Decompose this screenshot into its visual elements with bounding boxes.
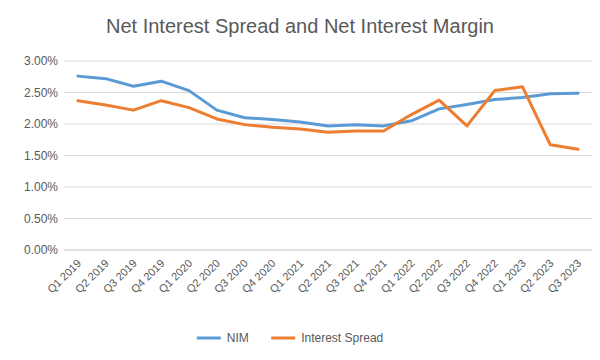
plot-area (78, 76, 578, 149)
y-tick-label: 0.00% (24, 243, 58, 257)
series-line (78, 76, 578, 126)
x-tick-label: Q3 2023 (545, 257, 583, 295)
background (0, 0, 600, 360)
legend-swatch (271, 337, 295, 340)
x-axis-line (64, 250, 592, 251)
y-tick-label: 1.00% (24, 180, 58, 194)
grid-line (64, 61, 592, 62)
grid-line (64, 155, 592, 156)
y-tick-label: 3.00% (24, 54, 58, 68)
grid-line (64, 250, 592, 251)
grid-line (64, 218, 592, 219)
y-tick-label: 0.50% (24, 212, 58, 226)
chart: Net Interest Spread and Net Interest Mar… (0, 0, 600, 360)
grid-line (64, 92, 592, 93)
legend-label: Interest Spread (301, 331, 383, 345)
y-tick-label: 2.50% (24, 86, 58, 100)
legend-swatch (197, 337, 221, 340)
grid-line (64, 124, 592, 125)
legend-label: NIM (227, 331, 249, 345)
title: Net Interest Spread and Net Interest Mar… (106, 15, 494, 37)
y-tick-label: 2.00% (24, 117, 58, 131)
grid-line (64, 187, 592, 188)
series-line (78, 87, 578, 149)
y-tick-label: 1.50% (24, 149, 58, 163)
